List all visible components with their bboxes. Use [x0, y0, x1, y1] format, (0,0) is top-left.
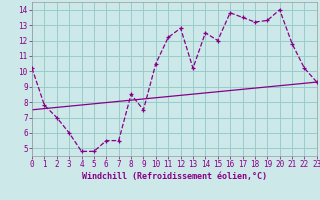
X-axis label: Windchill (Refroidissement éolien,°C): Windchill (Refroidissement éolien,°C): [82, 172, 267, 181]
